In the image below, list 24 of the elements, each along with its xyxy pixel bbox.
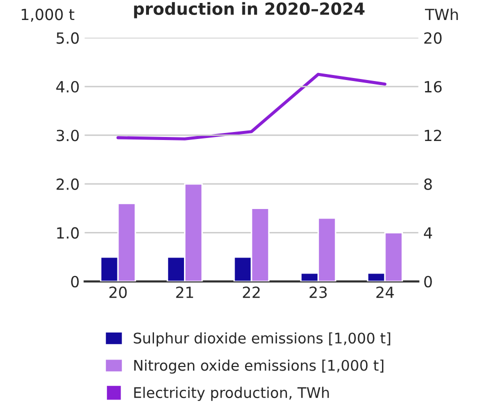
y2-tick-label: 0 [424,276,432,288]
x-tick-label: 22 [242,286,260,298]
y-tick-label: 2.0 [56,178,79,190]
line-series [116,72,386,140]
y2-tick-label: 20 [424,32,442,44]
y2-tick-label: 4 [424,227,432,238]
legend-label: Electricity production, TWh [134,386,329,401]
y2-tick-label: 12 [424,130,442,142]
x-tick-label: 24 [376,286,394,298]
x-tick-label: 23 [310,286,327,298]
legend-label: Nitrogen oxide emissions [1,000 t] [134,360,384,374]
y-tick-label: 3.0 [56,130,79,142]
chart-title: production in 2020–2024 [134,2,365,18]
legend-label: Sulphur dioxide emissions [1,000 t] [134,332,390,346]
y-tick-label: 4.0 [56,80,79,93]
x-tick-label: 20 [109,286,127,298]
y2-axis-title: TWh [424,8,458,20]
y2-tick-label: 16 [424,80,442,93]
y-axis-title: 1,000 t [22,8,74,22]
y-tick-label: 1.0 [57,227,79,239]
y2-tick-label: 8 [424,178,432,190]
y-tick-label: 5.0 [56,32,79,44]
y-tick-label: 0 [71,276,79,288]
x-tick-label: 21 [176,286,194,298]
